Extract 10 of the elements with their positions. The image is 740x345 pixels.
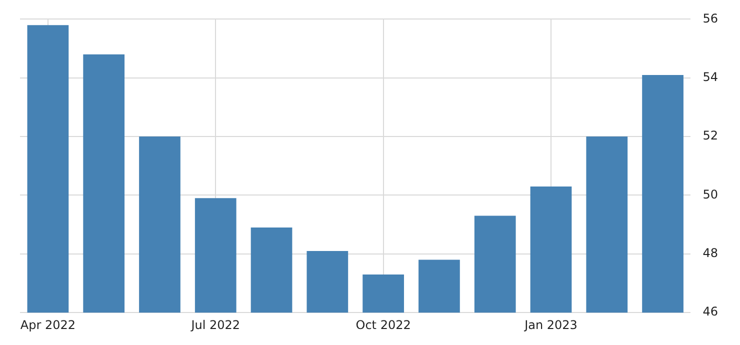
y-tick-label: 48 [702,246,718,260]
y-tick-label: 54 [702,70,718,84]
x-tick-label: Oct 2022 [356,318,411,332]
y-tick-label: 56 [702,11,718,26]
x-tick-label: Jan 2023 [524,318,578,332]
x-tick-label: Apr 2022 [20,318,76,332]
x-tick-label: Jul 2022 [190,318,240,332]
y-tick-label: 46 [702,304,718,319]
y-tick-label: 50 [702,187,718,202]
y-tick-label: 52 [702,128,718,143]
